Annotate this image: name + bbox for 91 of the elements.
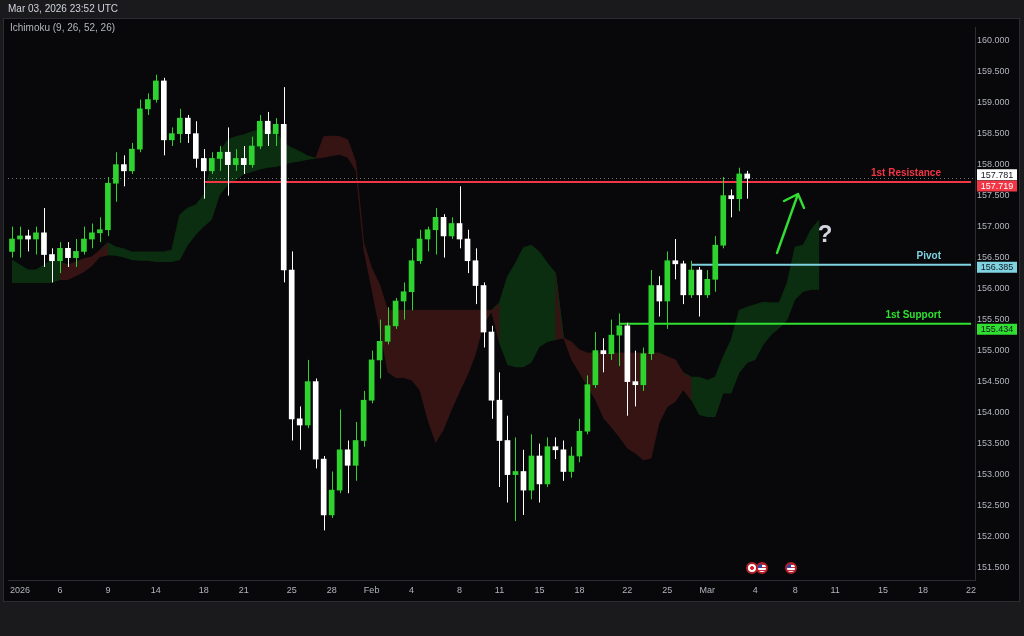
candlestick [9, 226, 15, 259]
candlestick [240, 145, 247, 175]
candlestick [121, 154, 127, 187]
annotation: ? [817, 219, 833, 247]
x-tick-label: 25 [286, 584, 297, 595]
candlestick [264, 111, 271, 147]
x-tick-label: 18 [198, 584, 209, 595]
candlestick [512, 436, 519, 522]
data-label: 155.434 [980, 324, 1014, 335]
x-tick-label: 4 [752, 584, 758, 595]
candlestick [272, 117, 279, 147]
candlestick [744, 170, 751, 200]
x-tick-label: 14 [150, 584, 161, 595]
data-label: 156.385 [980, 262, 1014, 273]
candlestick [184, 114, 191, 144]
x-tick-label: 11 [494, 584, 505, 595]
chart-title: Ichimoku (9, 26, 52, 26) [10, 21, 116, 34]
ref-line-label: 157.781 [980, 169, 1014, 180]
candlestick [33, 226, 39, 256]
y-tick-label: 159.500 [976, 66, 1010, 77]
candlestick [200, 148, 207, 200]
y-tick-label: 153.500 [976, 438, 1010, 449]
candlestick [560, 440, 567, 482]
x-tick-label: 28 [326, 584, 337, 595]
y-tick-label: 156.500 [976, 252, 1010, 263]
series-label: 1st Resistance [870, 167, 942, 179]
candlestick [344, 440, 351, 494]
x-tick-label: 15 [878, 584, 889, 595]
x-tick-label: 18 [918, 584, 929, 595]
y-tick-label: 155.000 [976, 345, 1010, 356]
candlestick [384, 306, 391, 345]
candlestick [672, 238, 679, 280]
y-tick-label: 157.500 [976, 190, 1010, 201]
y-tick-label: 153.000 [976, 469, 1010, 480]
y-tick-label: 158.500 [976, 128, 1010, 139]
candlestick [57, 241, 63, 274]
series-label: Pivot [916, 249, 942, 261]
x-tick-label: 11 [830, 584, 840, 595]
candlestick [49, 247, 55, 283]
x-tick-label: 9 [105, 584, 111, 595]
candlestick [552, 436, 559, 460]
candlestick [89, 223, 95, 249]
x-tick-label: 22 [622, 584, 633, 595]
x-tick-label: 21 [238, 584, 249, 595]
candlestick [73, 238, 79, 268]
candlestick [169, 126, 175, 147]
candlestick [704, 269, 711, 299]
x-tick-label: 15 [534, 584, 545, 595]
series-label: 1st Support [885, 308, 942, 320]
x-tick-label: Mar [699, 584, 716, 595]
candlestick [728, 188, 735, 218]
candlestick [113, 151, 119, 203]
x-tick-label: 4 [409, 584, 415, 595]
candlestick [656, 275, 663, 318]
y-tick-label: 154.500 [976, 376, 1010, 387]
y-tick-label: 159.000 [976, 97, 1010, 108]
candlestick [216, 145, 223, 172]
candlestick [65, 241, 71, 268]
candlestick [224, 126, 231, 197]
candlestick [153, 74, 159, 104]
candlestick [248, 136, 255, 169]
y-tick-label: 154.000 [976, 407, 1010, 418]
data-label: 157.719 [980, 181, 1014, 192]
x-tick-label: 8 [792, 584, 798, 595]
x-tick-label: Feb [363, 584, 380, 595]
y-tick-label: 152.500 [976, 500, 1010, 511]
y-tick-label: 155.500 [976, 314, 1010, 325]
candlestick [232, 148, 239, 172]
y-tick-label: 158.000 [976, 159, 1010, 170]
x-tick-label: 18 [574, 584, 585, 595]
candlestick [41, 207, 47, 268]
candlestick [208, 151, 215, 175]
x-tick-label: 22 [966, 584, 977, 595]
y-tick-label: 156.000 [976, 283, 1010, 294]
candlestick [600, 337, 607, 373]
candlestick [81, 226, 87, 256]
x-tick-label: 6 [57, 584, 63, 595]
candlestick [129, 142, 135, 175]
x-tick-label: 8 [457, 584, 463, 595]
candlestick [296, 405, 303, 451]
candlestick [176, 108, 183, 144]
candlestick [632, 350, 639, 407]
x-tick-label: 2026 [9, 584, 30, 595]
candlestick [145, 92, 151, 116]
chart-subtitle: Mar 03, 2026 23:52 UTC [8, 2, 119, 15]
y-tick-label: 152.000 [976, 531, 1010, 542]
x-tick-label: 25 [662, 584, 673, 595]
y-tick-label: 151.500 [976, 562, 1010, 573]
y-tick-label: 157.000 [976, 221, 1010, 232]
candlestick [97, 216, 103, 243]
y-tick-label: 160.000 [976, 35, 1010, 46]
